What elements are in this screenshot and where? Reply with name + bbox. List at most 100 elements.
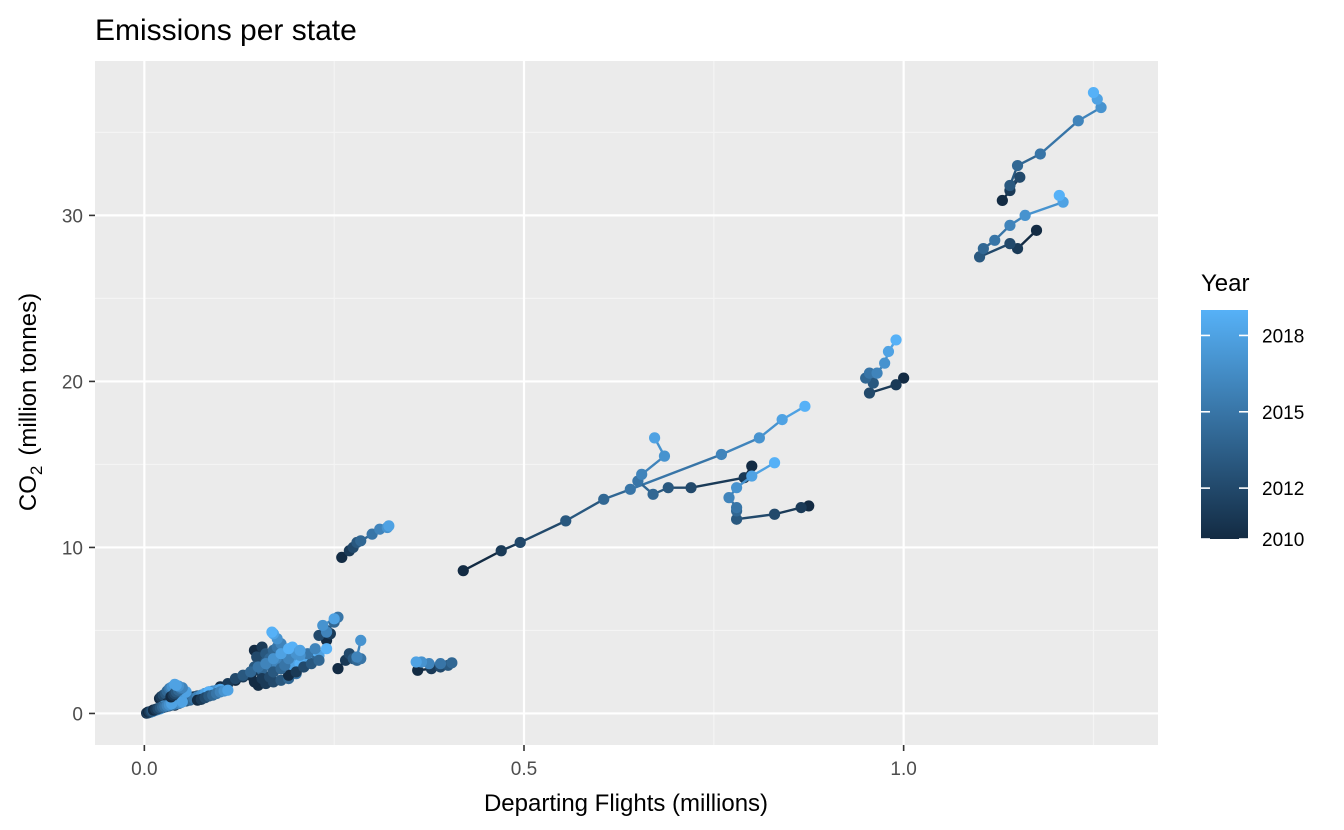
series-0-point-0	[996, 194, 1008, 207]
grid-major	[95, 61, 1158, 745]
series-3-segment-2	[519, 519, 567, 544]
series-3-segment-5	[629, 453, 722, 491]
x-tick-label-2: 1.0	[890, 759, 916, 780]
series-4-point-8	[648, 432, 661, 444]
series-6-point-4	[355, 535, 367, 547]
legend-ticks: 2010 2012 2015 2018	[1201, 326, 1304, 551]
series-9-point-7	[317, 619, 329, 632]
series-25	[147, 698, 178, 716]
series-8-point-6	[351, 651, 363, 663]
series-9	[313, 611, 344, 647]
series-1-segment-7	[1024, 200, 1064, 217]
series-16-point-9	[283, 643, 295, 655]
series-8	[332, 634, 367, 675]
legend: Year 2010 2012 2015 2018	[1201, 270, 1304, 551]
series-0-segment-5	[1039, 119, 1080, 155]
y-axis: 0 10 20 30	[62, 206, 95, 725]
series-1-point-5	[989, 234, 1001, 246]
series-5-segment-2	[736, 513, 775, 521]
series-0-point-4	[1011, 159, 1024, 172]
legend-label-0: 2010	[1262, 530, 1304, 551]
series-4-point-7	[658, 450, 671, 462]
series-2-point-2	[863, 387, 876, 399]
series-4-point-0	[746, 460, 758, 472]
series-3-segment-6	[720, 436, 760, 456]
series-0-point-2	[1014, 171, 1026, 183]
y-axis-title-rest: (million tonnes)	[15, 293, 42, 456]
series-5-point-5	[730, 501, 743, 514]
series-1-point-0	[1030, 224, 1043, 236]
x-axis: 0.0 0.5 1.0	[131, 745, 917, 780]
series-14-point-6	[309, 643, 321, 655]
series-4-point-4	[647, 488, 659, 500]
legend-label-3: 2018	[1262, 326, 1304, 347]
series-3-point-7	[753, 432, 765, 444]
series-5-point-1	[795, 501, 807, 514]
series-8-point-7	[355, 634, 367, 647]
series-0-point-6	[1072, 115, 1084, 127]
series-3-point-1	[495, 545, 507, 557]
y-axis-title: CO2 (million tonnes)	[15, 293, 46, 511]
series-4-point-2	[685, 482, 697, 494]
series-0-point-5	[1034, 148, 1046, 160]
series-5-point-9	[768, 457, 781, 469]
series-22-point-8	[176, 696, 188, 708]
series-4	[632, 432, 758, 500]
y-axis-title-main: CO	[15, 475, 42, 511]
series-3-segment-3	[565, 498, 605, 522]
x-tick-label-0: 0.0	[131, 759, 157, 780]
series-3-point-4	[598, 493, 610, 505]
series-3-point-6	[715, 448, 728, 461]
series-26-point-8	[170, 679, 182, 691]
series-10-point-9	[320, 643, 333, 655]
series-5-point-8	[746, 470, 758, 482]
series-3-point-2	[514, 536, 526, 549]
y-tick-label-0: 0	[72, 704, 83, 725]
series-5	[723, 457, 815, 525]
series-1-point-4	[977, 243, 989, 255]
series-3-point-9	[799, 400, 811, 412]
series-3-point-0	[457, 565, 469, 577]
chart-title: Emissions per state	[95, 14, 357, 47]
series-1-point-7	[1019, 209, 1031, 221]
series-1-point-6	[1004, 219, 1016, 231]
legend-label-2: 2015	[1262, 403, 1304, 424]
series-5-point-6	[723, 492, 735, 504]
series-27-point-8	[222, 684, 234, 696]
series-5-point-3	[730, 513, 743, 525]
series-8-point-0	[332, 663, 344, 675]
series-layer	[141, 86, 1107, 719]
series-7-point-5	[434, 658, 447, 670]
series-11	[248, 626, 287, 663]
y-tick-label-3: 30	[62, 206, 83, 227]
series-7-point-8	[410, 656, 422, 668]
legend-colorbar	[1201, 310, 1248, 539]
series-2-point-9	[890, 334, 902, 346]
x-axis-title: Departing Flights (millions)	[484, 790, 768, 817]
series-9-point-8	[328, 613, 340, 625]
series-4-point-3	[662, 482, 674, 494]
legend-label-1: 2012	[1262, 479, 1304, 500]
series-14-point-4	[313, 654, 325, 666]
series-1-point-2	[1004, 238, 1016, 250]
series-0-point-3	[1004, 179, 1016, 192]
y-tick-label-1: 10	[62, 538, 83, 559]
series-4-segment-1	[690, 476, 745, 489]
series-1	[973, 189, 1069, 263]
series-3-segment-0	[462, 549, 502, 572]
series-7-point-4	[446, 657, 458, 669]
series-3-point-5	[624, 483, 636, 495]
series-6-point-0	[336, 551, 348, 563]
series-6-point-8	[383, 520, 395, 532]
series-3	[457, 400, 811, 577]
series-2-point-1	[890, 379, 902, 391]
series-0	[996, 86, 1107, 207]
series-2-point-6	[871, 367, 883, 379]
series-15	[248, 644, 306, 688]
x-tick-label-1: 0.5	[511, 759, 537, 780]
series-2-point-0	[898, 372, 910, 384]
y-axis-title-subscript: 2	[27, 466, 46, 475]
series-15-point-8	[294, 644, 306, 656]
series-5-point-2	[768, 508, 781, 520]
